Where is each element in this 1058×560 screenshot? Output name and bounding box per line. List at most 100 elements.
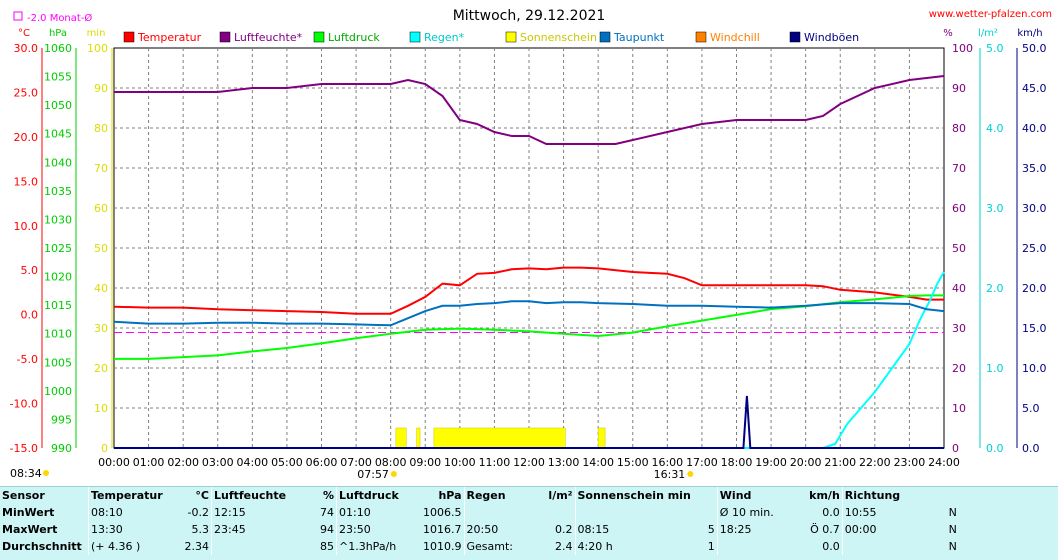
pressure-axis-tick: 1025 xyxy=(44,242,72,255)
x-axis-tick: 06:00 xyxy=(306,456,338,469)
stats-cell: 23:45 xyxy=(211,521,304,538)
legend-swatch xyxy=(695,31,707,43)
stats-cell: 2.4 xyxy=(555,540,573,553)
stats-cell xyxy=(574,504,693,521)
pressure-axis-tick: 1040 xyxy=(44,156,72,169)
stats-cell: 1006.5 xyxy=(423,506,462,519)
humidity-axis-tick: 10 xyxy=(952,402,966,415)
stats-cell: ^1.3hPa/h xyxy=(336,538,421,555)
humidity-axis-tick: 30 xyxy=(952,322,966,335)
minutes-axis-tick: 70 xyxy=(94,162,108,175)
pressure-axis-tick: 1015 xyxy=(44,299,72,312)
pressure-axis-tick: 1010 xyxy=(44,328,72,341)
legend-swatch xyxy=(219,31,231,43)
wind-axis-tick: 30.0 xyxy=(1022,202,1047,215)
x-axis-tick: 04:00 xyxy=(236,456,268,469)
humidity-axis-tick: 70 xyxy=(952,162,966,175)
stats-cell: 5 xyxy=(707,523,715,536)
legend-label: Windchill xyxy=(710,31,760,44)
stats-cell: -0.2 xyxy=(187,506,209,519)
stats-cell: MaxWert xyxy=(2,523,58,536)
wind-axis-tick: 5.0 xyxy=(1022,402,1040,415)
stats-header-cell: km/h xyxy=(809,489,840,502)
x-axis-tick: 20:00 xyxy=(790,456,822,469)
minutes-axis-tick: 60 xyxy=(94,202,108,215)
series-temperatur-line xyxy=(113,266,944,315)
wind-axis-tick: 40.0 xyxy=(1022,122,1047,135)
stats-cell: N xyxy=(948,506,957,519)
sunshine-bar xyxy=(395,427,407,449)
stats-row: Durchschnitt (+ 4.36 ) 2.34 85 ^1.3hPa/h 1010… xyxy=(0,538,959,555)
wind-axis-tick: 45.0 xyxy=(1022,82,1047,95)
stats-header-cell: Sonnenschein min xyxy=(574,487,693,504)
x-axis-tick: 24:00 xyxy=(928,456,960,469)
x-axis-tick: 08:00 xyxy=(375,456,407,469)
pressure-axis-unit: hPa xyxy=(49,28,67,39)
temp-axis-unit: °C xyxy=(18,28,30,39)
stats-cell xyxy=(841,538,937,555)
stats-row: MinWert 08:10 -0.2 12:15 74 01:10 1006.5 Ø 10 m… xyxy=(0,504,959,521)
website-label: www.wetter-pfalzen.com xyxy=(929,9,1052,20)
x-axis-tick: 18:00 xyxy=(721,456,753,469)
legend-swatch xyxy=(123,31,135,43)
x-axis-tick: 12:00 xyxy=(513,456,545,469)
stats-cell: 10:55 xyxy=(841,504,937,521)
grid xyxy=(114,48,944,448)
stats-row: MaxWert 13:30 5.3 23:45 94 23:50 1016.7 20:50 0.… xyxy=(0,521,959,538)
minutes-axis-tick: 30 xyxy=(94,322,108,335)
humidity-axis-unit: % xyxy=(943,28,953,39)
monthly-avg-icon xyxy=(13,11,23,21)
pressure-axis-tick: 995 xyxy=(51,413,72,426)
stats-cell: 0.0 xyxy=(822,540,840,553)
temp-axis-tick: -15.0 xyxy=(10,442,38,455)
stats-header-row: Sensor Temperatur °C Luftfeuchte% Luftdruck h… xyxy=(0,487,959,504)
x-axis-tick: 22:00 xyxy=(859,456,891,469)
stats-cell: N xyxy=(948,523,957,536)
x-axis-tick: 03:00 xyxy=(202,456,234,469)
sunset-label: 16:31 xyxy=(654,468,686,481)
weather-chart: Mittwoch, 29.12.2021 www.wetter-pfalzen.c… xyxy=(10,8,1052,481)
stats-cell: 18:25 xyxy=(716,521,794,538)
minutes-axis-tick: 80 xyxy=(94,122,108,135)
temp-axis-tick: 30.0 xyxy=(14,42,39,55)
minutes-axis-unit: min xyxy=(87,28,106,39)
stats-cell: 12:15 xyxy=(211,504,304,521)
x-axis-tick: 02:00 xyxy=(167,456,199,469)
rain-axis-unit: l/m² xyxy=(978,28,998,39)
series-windb-en-line xyxy=(114,395,944,449)
legend-swatch xyxy=(599,31,611,43)
pressure-axis-tick: 1050 xyxy=(44,99,72,112)
sunshine-bar xyxy=(433,427,566,449)
x-axis-tick: 19:00 xyxy=(755,456,787,469)
stats-cell: 00:00 xyxy=(841,521,937,538)
stats-header-cell xyxy=(693,487,718,504)
humidity-axis-tick: 100 xyxy=(952,42,973,55)
stats-table: Sensor Temperatur °C Luftfeuchte% Luftdruck h… xyxy=(0,486,1058,560)
pressure-axis-tick: 1055 xyxy=(44,71,72,84)
stats-cell: Ø 10 min. xyxy=(716,504,794,521)
legend-label: Windböen xyxy=(804,31,859,44)
pressure-axis-tick: 1045 xyxy=(44,128,72,141)
stats-cell: N xyxy=(948,540,957,553)
minutes-axis-tick: 100 xyxy=(87,42,108,55)
pressure-axis-tick: 1020 xyxy=(44,271,72,284)
x-axis-tick: 11:00 xyxy=(479,456,511,469)
chart-title: Mittwoch, 29.12.2021 xyxy=(453,8,606,24)
legend-label: Regen* xyxy=(424,31,465,44)
series-luftfeuchte-line xyxy=(114,75,945,145)
stats-cell xyxy=(693,504,718,521)
stats-cell xyxy=(716,538,794,555)
daylight-label: 08:34 xyxy=(10,467,42,480)
wind-axis-unit: km/h xyxy=(1017,28,1042,39)
stats-cell: 85 xyxy=(320,540,334,553)
wind-axis-tick: 50.0 xyxy=(1022,42,1047,55)
sunrise-icon xyxy=(390,471,397,477)
temp-axis-tick: -10.0 xyxy=(10,398,38,411)
wind-axis-tick: 15.0 xyxy=(1022,322,1047,335)
rain-axis-tick: 5.0 xyxy=(986,42,1004,55)
humidity-axis-tick: 50 xyxy=(952,242,966,255)
stats-cell: 5.3 xyxy=(191,523,210,536)
stats-header-cell: Richtung xyxy=(841,487,937,504)
stats-cell: 1010.9 xyxy=(423,540,462,553)
stats-cell: 13:30 xyxy=(88,521,179,538)
